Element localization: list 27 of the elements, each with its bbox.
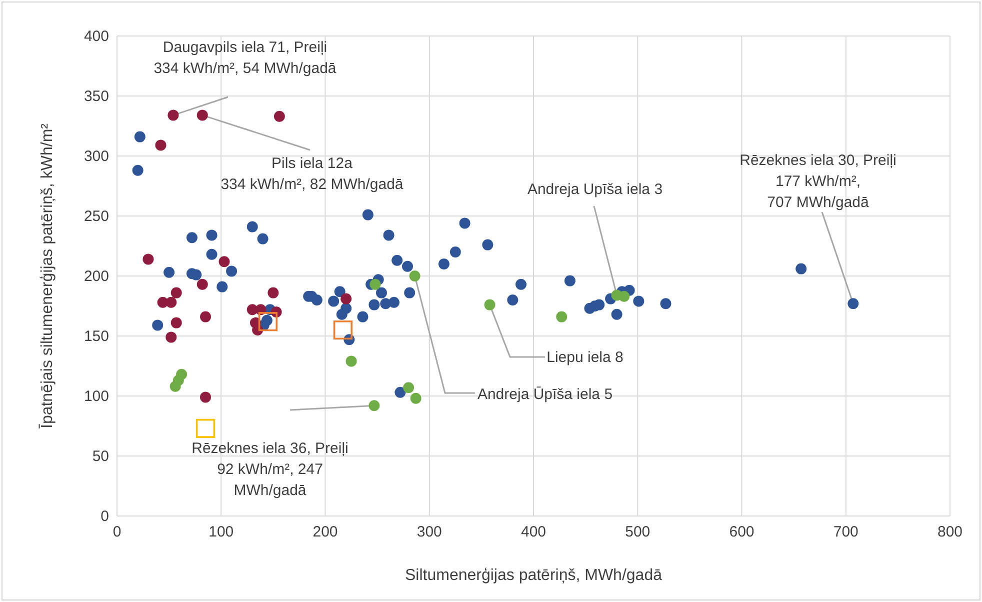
annotation: Liepu iela 8 — [546, 349, 624, 366]
y-tick-label: 400 — [84, 28, 109, 45]
y-tick-label: 150 — [84, 328, 109, 345]
x-tick-label: 300 — [416, 524, 442, 541]
x-tick-label: 500 — [625, 524, 650, 541]
y-tick-label: 0 — [100, 508, 109, 525]
y-axis-title: Īpatnējais siltumenerģijas patēriņš, kWh/m² — [38, 122, 56, 429]
y-tick-label: 250 — [84, 208, 109, 225]
x-tick-label: 800 — [937, 524, 963, 541]
x-tick-label: 0 — [112, 524, 122, 541]
annotation: Pils iela 12a 334 kWh/m², 82 MWh/gadā — [220, 155, 404, 193]
x-tick-label: 200 — [312, 524, 338, 541]
x-tick-label: 400 — [520, 524, 546, 541]
y-tick-label: 300 — [84, 148, 109, 165]
x-tick-label: 600 — [729, 524, 754, 541]
x-tick-label: 700 — [833, 524, 858, 541]
annotation: Andreja Upīša iela 3 — [527, 181, 663, 198]
y-tick-label: 350 — [84, 88, 109, 105]
y-tick-label: 50 — [92, 448, 109, 465]
annotation: Andreja Ūpīša iela 5 — [477, 386, 613, 403]
annotation: Daugavpils iela 71, Preiļi 334 kWh/m², 54 MWh/gadā — [154, 39, 337, 77]
y-tick-label: 200 — [84, 268, 109, 285]
y-tick-label: 100 — [84, 388, 109, 405]
x-tick-label: 100 — [208, 524, 234, 541]
annotation: Rēzeknes iela 36, Preiļi 92 kWh/m², 247 MWh/gadā — [192, 440, 348, 499]
annotation: Rēzeknes iela 30, Preiļi 177 kWh/m², 707 MWh/gadā — [740, 152, 896, 211]
x-axis-title: Siltumenerģijas patēriņš, MWh/gadā — [404, 567, 662, 584]
